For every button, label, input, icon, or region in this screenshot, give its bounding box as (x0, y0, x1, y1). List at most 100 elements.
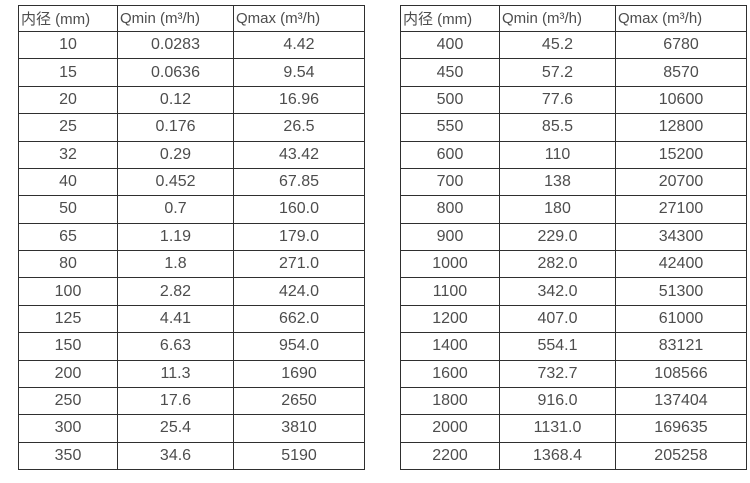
table-row: 500 77.6 10600 (400, 85, 747, 115)
table-row: 1600 732.7 108566 (400, 359, 747, 388)
table-cell: 2.82 (117, 277, 234, 306)
table-cell: 1.8 (117, 249, 234, 279)
table-cell: 169635 (615, 414, 747, 443)
table-row: 1400 554.1 83121 (400, 332, 747, 361)
table-row: 25 0.176 26.5 (18, 113, 365, 142)
table-cell: 0.0636 (117, 58, 234, 87)
table-cell: 205258 (615, 441, 747, 471)
table-cell: 0.452 (117, 167, 234, 197)
table-cell: 125 (18, 304, 118, 334)
table-cell: 300 (18, 414, 118, 443)
table-cell: 0.176 (117, 113, 234, 142)
table-cell: 6780 (615, 30, 747, 60)
header-row: 内径 (mm) Qmin (m³/h) Qmax (m³/h) (400, 5, 747, 32)
table-cell: 424.0 (233, 277, 365, 306)
column-header: Qmax (m³/h) (233, 5, 365, 32)
table-cell: 732.7 (499, 359, 616, 388)
table-cell: 1.19 (117, 222, 234, 252)
table-cell: 100 (18, 277, 118, 306)
table-cell: 2000 (400, 414, 500, 443)
flow-rate-tables: 内径 (mm) Qmin (m³/h) Qmax (m³/h) 10 0.0283 4.4… (18, 5, 747, 471)
table-cell: 25.4 (117, 414, 234, 443)
table-cell: 51300 (615, 277, 747, 306)
table-cell: 43.42 (233, 140, 365, 169)
table-cell: 9.54 (233, 58, 365, 87)
table-cell: 954.0 (233, 332, 365, 361)
table-row: 400 45.2 6780 (400, 30, 747, 60)
table-row: 800 180 27100 (400, 195, 747, 224)
table-cell: 10600 (615, 85, 747, 115)
table-cell: 65 (18, 222, 118, 252)
table-cell: 500 (400, 85, 500, 115)
table-cell: 42400 (615, 249, 747, 279)
table-cell: 17.6 (117, 386, 234, 416)
table-row: 80 1.8 271.0 (18, 249, 365, 279)
header-row: 内径 (mm) Qmin (m³/h) Qmax (m³/h) (18, 5, 365, 32)
table-cell: 1000 (400, 249, 500, 279)
table-cell: 34300 (615, 222, 747, 252)
table-cell: 180 (499, 195, 616, 224)
table-row: 65 1.19 179.0 (18, 222, 365, 252)
table-cell: 15200 (615, 140, 747, 169)
table-cell: 80 (18, 249, 118, 279)
table-cell: 407.0 (499, 304, 616, 334)
table-row: 20 0.12 16.96 (18, 85, 365, 115)
table-cell: 15 (18, 58, 118, 87)
table-cell: 2650 (233, 386, 365, 416)
table-cell: 554.1 (499, 332, 616, 361)
table-row: 1800 916.0 137404 (400, 386, 747, 416)
table-cell: 34.6 (117, 441, 234, 471)
table-cell: 10 (18, 30, 118, 60)
table-row: 10 0.0283 4.42 (18, 30, 365, 60)
table-cell: 40 (18, 167, 118, 197)
table-row: 2200 1368.4 205258 (400, 441, 747, 471)
table-cell: 67.85 (233, 167, 365, 197)
column-header: Qmax (m³/h) (615, 5, 747, 32)
table-row: 900 229.0 34300 (400, 222, 747, 252)
table-row: 550 85.5 12800 (400, 113, 747, 142)
table-cell: 250 (18, 386, 118, 416)
table-cell: 138 (499, 167, 616, 197)
table-cell: 0.0283 (117, 30, 234, 60)
table-row: 32 0.29 43.42 (18, 140, 365, 169)
table-cell: 83121 (615, 332, 747, 361)
table-cell: 1400 (400, 332, 500, 361)
table-cell: 8570 (615, 58, 747, 87)
table-cell: 160.0 (233, 195, 365, 224)
table-cell: 0.12 (117, 85, 234, 115)
table-row: 250 17.6 2650 (18, 386, 365, 416)
table-cell: 45.2 (499, 30, 616, 60)
table-cell: 6.63 (117, 332, 234, 361)
column-header: Qmin (m³/h) (117, 5, 234, 32)
table-cell: 4.42 (233, 30, 365, 60)
table-cell: 662.0 (233, 304, 365, 334)
table-cell: 1368.4 (499, 441, 616, 471)
table-row: 1100 342.0 51300 (400, 277, 747, 306)
table-cell: 57.2 (499, 58, 616, 87)
table-cell: 0.29 (117, 140, 234, 169)
table-cell: 5190 (233, 441, 365, 471)
table-cell: 3810 (233, 414, 365, 443)
table-cell: 16.96 (233, 85, 365, 115)
table-cell: 110 (499, 140, 616, 169)
table-cell: 179.0 (233, 222, 365, 252)
column-header: 内径 (mm) (400, 5, 500, 32)
table-cell: 27100 (615, 195, 747, 224)
table-cell: 700 (400, 167, 500, 197)
table-cell: 400 (400, 30, 500, 60)
table-cell: 900 (400, 222, 500, 252)
table-cell: 600 (400, 140, 500, 169)
table-cell: 77.6 (499, 85, 616, 115)
table-cell: 450 (400, 58, 500, 87)
table-cell: 25 (18, 113, 118, 142)
table-cell: 12800 (615, 113, 747, 142)
table-row: 40 0.452 67.85 (18, 167, 365, 197)
table-cell: 550 (400, 113, 500, 142)
table-cell: 1100 (400, 277, 500, 306)
table-cell: 150 (18, 332, 118, 361)
table-row: 600 110 15200 (400, 140, 747, 169)
table-cell: 229.0 (499, 222, 616, 252)
table-cell: 26.5 (233, 113, 365, 142)
table-row: 1000 282.0 42400 (400, 249, 747, 279)
table-cell: 200 (18, 359, 118, 388)
